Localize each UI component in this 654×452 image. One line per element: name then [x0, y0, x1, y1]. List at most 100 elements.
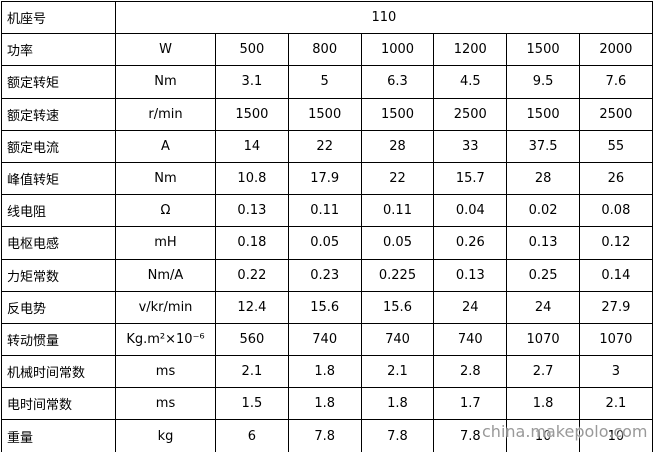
unit-cell: Kg.m²×10⁻⁶ [115, 322, 216, 357]
value-cell: 7.8 [287, 419, 362, 452]
unit-cell: Nm [115, 161, 216, 196]
value-cell: 3.1 [215, 65, 289, 99]
value-cell: 1500 [506, 97, 580, 131]
value-cell: 15.6 [360, 290, 435, 324]
value-cell: 3 [578, 355, 653, 389]
value-cell: 0.05 [360, 226, 435, 260]
table-row: 重量 kg 6 7.8 7.8 7.8 10 10 [1, 419, 653, 452]
row-label: 电时间常数 [1, 387, 116, 421]
value-cell: 2.1 [360, 355, 435, 389]
value-cell: 0.26 [433, 226, 508, 260]
value-cell: 6.3 [360, 65, 435, 99]
value-cell: 10 [578, 419, 653, 452]
value-cell: 740 [433, 322, 508, 357]
unit-cell: kg [115, 419, 216, 452]
table-row: 电枢电感 mH 0.18 0.05 0.05 0.26 0.13 0.12 [1, 226, 653, 260]
table-row: 反电势 v/kr/min 12.4 15.6 15.6 24 24 27.9 [1, 290, 653, 324]
row-label: 电枢电感 [1, 226, 116, 260]
value-cell: 1500 [506, 33, 580, 67]
value-cell: 1500 [287, 97, 362, 131]
value-cell: 6 [215, 419, 289, 452]
unit-cell: mH [115, 226, 216, 260]
value-cell: 0.04 [433, 194, 508, 228]
value-cell: 740 [287, 322, 362, 357]
value-cell: 2.7 [506, 355, 580, 389]
table-row: 机械时间常数 ms 2.1 1.8 2.1 2.8 2.7 3 [1, 355, 653, 389]
value-cell: 37.5 [506, 129, 580, 163]
table-row: 力矩常数 Nm/A 0.22 0.23 0.225 0.13 0.25 0.14 [1, 258, 653, 292]
value-cell: 2.8 [433, 355, 508, 389]
value-cell: 7.6 [578, 65, 653, 99]
value-cell: 740 [360, 322, 435, 357]
value-cell: 2000 [578, 33, 653, 67]
row-label: 功率 [1, 33, 116, 67]
value-cell: 1.5 [215, 387, 289, 421]
value-cell: 1070 [506, 322, 580, 357]
value-cell: 22 [360, 161, 435, 196]
header-value: 110 [115, 0, 653, 35]
value-cell: 1.8 [506, 387, 580, 421]
table-row: 线电阻 Ω 0.13 0.11 0.11 0.04 0.02 0.08 [1, 194, 653, 228]
header-row: 机座号 110 [1, 0, 653, 35]
row-label: 反电势 [1, 290, 116, 324]
row-label: 额定电流 [1, 129, 116, 163]
value-cell: 2.1 [215, 355, 289, 389]
value-cell: 0.23 [287, 258, 362, 292]
value-cell: 27.9 [578, 290, 653, 324]
row-label: 转动惯量 [1, 322, 116, 357]
table-row: 额定电流 A 14 22 28 33 37.5 55 [1, 129, 653, 163]
value-cell: 1070 [578, 322, 653, 357]
table-row: 功率 W 500 800 1000 1200 1500 2000 [1, 33, 653, 67]
value-cell: 0.08 [578, 194, 653, 228]
value-cell: 1500 [360, 97, 435, 131]
value-cell: 1.7 [433, 387, 508, 421]
unit-cell: A [115, 129, 216, 163]
value-cell: 7.8 [433, 419, 508, 452]
value-cell: 55 [578, 129, 653, 163]
row-label: 额定转速 [1, 97, 116, 131]
value-cell: 0.11 [287, 194, 362, 228]
value-cell: 1.8 [360, 387, 435, 421]
value-cell: 0.225 [360, 258, 435, 292]
value-cell: 17.9 [287, 161, 362, 196]
value-cell: 24 [506, 290, 580, 324]
value-cell: 15.7 [433, 161, 508, 196]
row-label: 力矩常数 [1, 258, 116, 292]
row-label: 峰值转矩 [1, 161, 116, 196]
value-cell: 33 [433, 129, 508, 163]
value-cell: 5 [287, 65, 362, 99]
value-cell: 9.5 [506, 65, 580, 99]
table-row: 额定转速 r/min 1500 1500 1500 2500 1500 2500 [1, 97, 653, 131]
value-cell: 1.8 [287, 387, 362, 421]
unit-cell: Nm [115, 65, 216, 99]
value-cell: 0.18 [215, 226, 289, 260]
value-cell: 1500 [215, 97, 289, 131]
unit-cell: v/kr/min [115, 290, 216, 324]
unit-cell: r/min [115, 97, 216, 131]
value-cell: 1000 [360, 33, 435, 67]
value-cell: 4.5 [433, 65, 508, 99]
value-cell: 500 [215, 33, 289, 67]
row-label: 机械时间常数 [1, 355, 116, 389]
value-cell: 26 [578, 161, 653, 196]
value-cell: 2500 [578, 97, 653, 131]
value-cell: 14 [215, 129, 289, 163]
value-cell: 24 [433, 290, 508, 324]
value-cell: 0.22 [215, 258, 289, 292]
value-cell: 12.4 [215, 290, 289, 324]
value-cell: 800 [287, 33, 362, 67]
unit-cell: Ω [115, 194, 216, 228]
value-cell: 560 [215, 322, 289, 357]
row-label: 线电阻 [1, 194, 116, 228]
table-row: 电时间常数 ms 1.5 1.8 1.8 1.7 1.8 2.1 [1, 387, 653, 421]
row-label: 重量 [1, 419, 116, 452]
unit-cell: W [115, 33, 216, 67]
value-cell: 1200 [433, 33, 508, 67]
unit-cell: ms [115, 355, 216, 389]
value-cell: 0.13 [433, 258, 508, 292]
unit-cell: ms [115, 387, 216, 421]
value-cell: 0.12 [578, 226, 653, 260]
